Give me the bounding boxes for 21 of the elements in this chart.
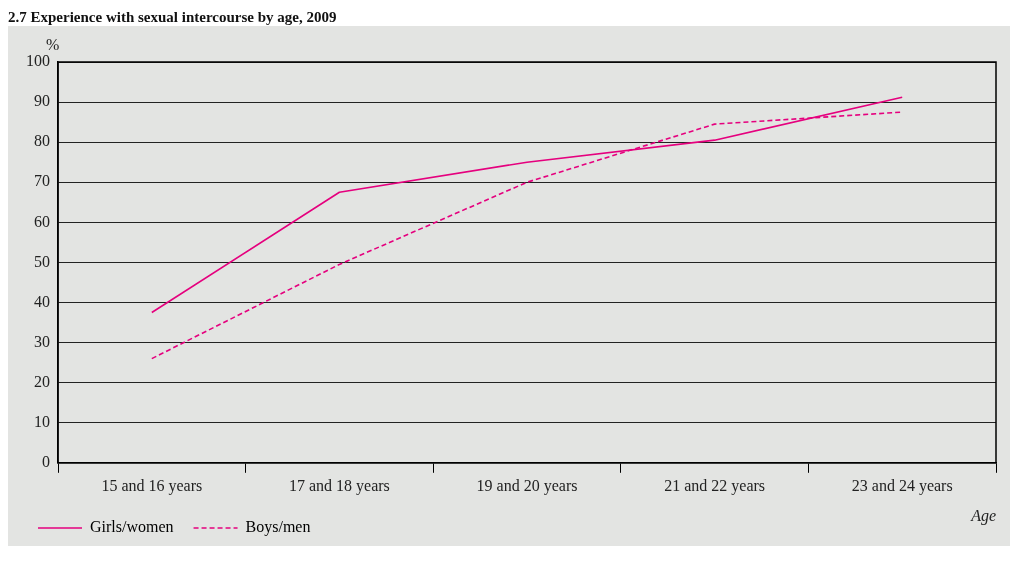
legend-label: Girls/women [90,518,174,536]
legend-label: Boys/men [245,518,311,537]
y-tick-label: 70 [34,172,50,190]
y-tick-label: 50 [34,252,50,270]
y-axis-title: % [46,36,60,54]
x-axis-title: Age [970,507,996,525]
y-tick-label: 0 [42,453,50,470]
y-tick-label: 60 [34,212,50,230]
y-tick-label: 10 [34,412,50,430]
chart-title: 2.7 Experience with sexual intercourse by age, 2009 [8,8,338,26]
x-tick-label: 19 and 20 years [476,476,578,495]
x-tick-label: 15 and 16 years [101,476,203,495]
x-tick-label: 17 and 18 years [288,476,390,495]
x-tick-label: 23 and 24 years [851,476,953,495]
y-tick-label: 40 [34,292,50,310]
x-tick-label: 21 and 22 years [664,476,766,495]
y-tick-label: 30 [34,332,50,350]
y-tick-label: 90 [34,92,50,110]
y-tick-label: 100 [26,52,50,70]
y-tick-label: 20 [34,372,50,390]
y-tick-label: 80 [34,132,50,150]
